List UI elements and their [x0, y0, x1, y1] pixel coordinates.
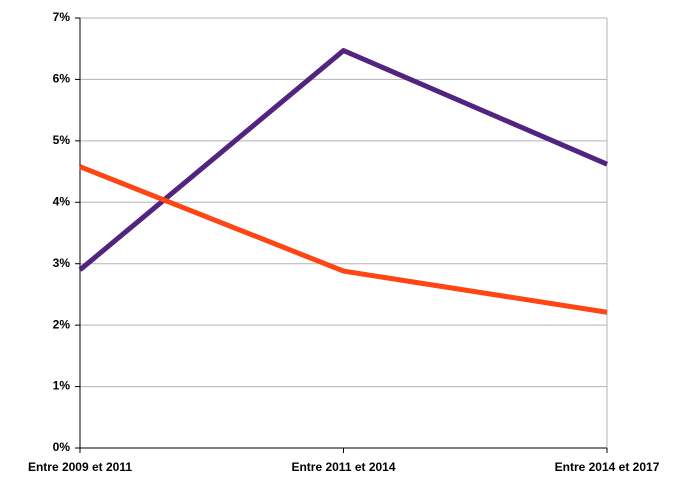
x-tick-label: Entre 2011 et 2014: [291, 460, 395, 474]
x-tick-label: Entre 2014 et 2017: [555, 460, 660, 474]
line-series: [78, 48, 608, 272]
line-series: [79, 164, 608, 315]
y-tick-label: 6%: [53, 72, 71, 86]
y-tick-label: 3%: [53, 256, 71, 270]
y-tick-label: 4%: [53, 194, 71, 208]
y-tick-label: 0%: [53, 440, 71, 454]
y-tick-label: 7%: [53, 10, 71, 24]
y-tick-label: 2%: [53, 317, 71, 331]
y-tick-label: 1%: [53, 379, 71, 393]
x-tick-label: Entre 2009 et 2011: [28, 460, 132, 474]
y-tick-label: 5%: [53, 133, 71, 147]
